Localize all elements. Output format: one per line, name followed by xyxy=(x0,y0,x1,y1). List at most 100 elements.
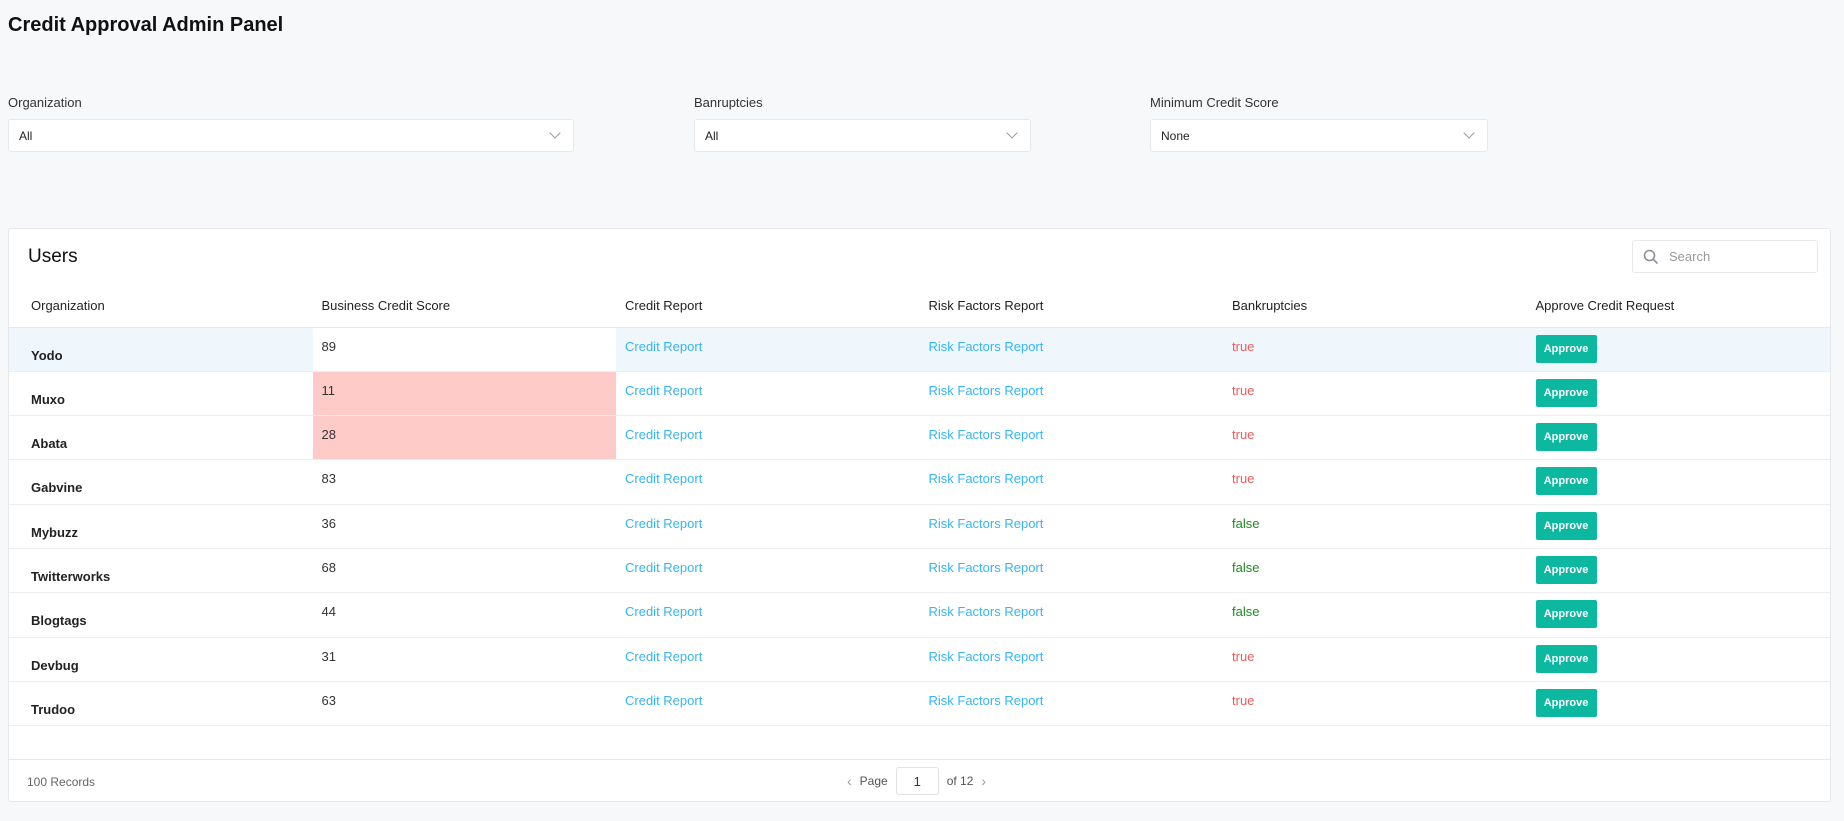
credit-report-cell: Credit Report xyxy=(616,637,920,682)
search-input[interactable] xyxy=(1669,249,1799,264)
credit-report-cell: Credit Report xyxy=(616,415,920,461)
search-icon xyxy=(1643,249,1659,264)
credit-report-cell: Credit Report xyxy=(616,592,920,638)
risk-factors-report-link[interactable]: Risk Factors Report xyxy=(928,471,1044,487)
chevron-down-icon xyxy=(1006,127,1018,139)
organization-cell: Gabvine xyxy=(9,459,313,505)
organization-cell: Abata xyxy=(9,415,313,461)
filter-label: Organization xyxy=(8,95,82,110)
credit-report-link[interactable]: Credit Report xyxy=(625,338,703,354)
organization-cell: Twitterworks xyxy=(9,548,313,594)
credit-report-link[interactable]: Credit Report xyxy=(625,515,703,531)
approve-cell: Approve xyxy=(1526,681,1830,727)
card-title: Users xyxy=(28,246,78,267)
bankruptcies-cell: false xyxy=(1223,592,1527,638)
page-title: Credit Approval Admin Panel xyxy=(8,14,284,36)
risk-factors-report-link[interactable]: Risk Factors Report xyxy=(928,559,1044,575)
bankruptcies-cell: true xyxy=(1223,637,1527,682)
credit-report-link[interactable]: Credit Report xyxy=(625,559,703,575)
table-row: Trudoo 63 Credit Report Risk Factors Rep… xyxy=(9,681,1830,727)
organization-select[interactable]: All xyxy=(8,119,574,152)
risk-factors-report-link[interactable]: Risk Factors Report xyxy=(928,382,1044,398)
approve-cell: Approve xyxy=(1526,592,1830,638)
page-label: Page xyxy=(859,774,888,788)
approve-button[interactable]: Approve xyxy=(1535,334,1597,363)
approve-button[interactable]: Approve xyxy=(1535,378,1597,407)
credit-score-cell: 83 xyxy=(312,459,616,505)
approve-button[interactable]: Approve xyxy=(1535,555,1597,584)
credit-report-cell: Credit Report xyxy=(616,681,920,727)
risk-report-cell: Risk Factors Report xyxy=(919,459,1223,505)
risk-factors-report-link[interactable]: Risk Factors Report xyxy=(928,648,1044,664)
organization-cell: Mybuzz xyxy=(9,504,313,549)
approve-cell: Approve xyxy=(1526,327,1830,372)
bankruptcies-cell: true xyxy=(1223,327,1527,372)
risk-factors-report-link[interactable]: Risk Factors Report xyxy=(928,515,1044,531)
approve-cell: Approve xyxy=(1526,415,1830,461)
approve-button[interactable]: Approve xyxy=(1535,423,1597,452)
risk-factors-report-link[interactable]: Risk Factors Report xyxy=(928,692,1044,708)
bankruptcies-select[interactable]: All xyxy=(694,119,1031,152)
column-header: Credit Report xyxy=(616,284,920,328)
approve-button[interactable]: Approve xyxy=(1535,644,1597,673)
credit-report-link[interactable]: Credit Report xyxy=(625,427,703,443)
column-header: Business Credit Score xyxy=(312,284,616,328)
filter-label: Minimum Credit Score xyxy=(1150,95,1279,110)
credit-report-link[interactable]: Credit Report xyxy=(625,382,703,398)
risk-report-cell: Risk Factors Report xyxy=(919,415,1223,461)
table-row: Gabvine 83 Credit Report Risk Factors Re… xyxy=(9,459,1830,505)
risk-report-cell: Risk Factors Report xyxy=(919,637,1223,682)
page-input[interactable] xyxy=(895,767,939,795)
credit-score-cell: 28 xyxy=(312,415,616,461)
table-row: Muxo 11 Credit Report Risk Factors Repor… xyxy=(9,371,1830,417)
column-header: Risk Factors Report xyxy=(919,284,1223,328)
approve-button[interactable]: Approve xyxy=(1535,467,1597,496)
table-row: Blogtags 44 Credit Report Risk Factors R… xyxy=(9,592,1830,638)
credit-score-cell: 31 xyxy=(312,637,616,682)
chevron-left-icon[interactable]: ‹ xyxy=(847,773,852,789)
column-header: Organization xyxy=(9,284,313,328)
records-count: 100 Records xyxy=(27,775,96,789)
bankruptcies-cell: false xyxy=(1223,504,1527,549)
credit-report-link[interactable]: Credit Report xyxy=(625,648,703,664)
risk-report-cell: Risk Factors Report xyxy=(919,592,1223,638)
credit-report-link[interactable]: Credit Report xyxy=(625,604,703,620)
credit-report-cell: Credit Report xyxy=(616,459,920,505)
approve-button[interactable]: Approve xyxy=(1535,600,1597,629)
credit-score-cell: 89 xyxy=(312,327,616,372)
select-value: None xyxy=(1161,128,1190,143)
credit-report-cell: Credit Report xyxy=(616,371,920,417)
approve-cell: Approve xyxy=(1526,548,1830,594)
filter-label: Banruptcies xyxy=(694,95,763,110)
bankruptcies-cell: true xyxy=(1223,415,1527,461)
credit-score-cell: 11 xyxy=(312,371,616,417)
search-box[interactable] xyxy=(1632,240,1818,273)
approve-button[interactable]: Approve xyxy=(1535,511,1597,540)
bankruptcies-cell: true xyxy=(1223,681,1527,727)
approve-cell: Approve xyxy=(1526,371,1830,417)
organization-filter: Organization All xyxy=(8,95,574,152)
table-row: Devbug 31 Credit Report Risk Factors Rep… xyxy=(9,637,1830,682)
min-credit-score-select[interactable]: None xyxy=(1150,119,1488,152)
credit-report-link[interactable]: Credit Report xyxy=(625,471,703,487)
chevron-right-icon[interactable]: › xyxy=(981,773,987,789)
table-footer: 100 Records ‹ Page of 12 › xyxy=(9,759,1830,802)
credit-score-cell: 44 xyxy=(312,592,616,638)
risk-factors-report-link[interactable]: Risk Factors Report xyxy=(928,427,1044,443)
risk-factors-report-link[interactable]: Risk Factors Report xyxy=(928,338,1044,354)
credit-report-cell: Credit Report xyxy=(616,504,920,549)
credit-report-link[interactable]: Credit Report xyxy=(625,692,703,708)
min-credit-score-filter: Minimum Credit Score None xyxy=(1150,95,1488,152)
approve-cell: Approve xyxy=(1526,504,1830,549)
credit-score-cell: 68 xyxy=(312,548,616,594)
chevron-down-icon xyxy=(1463,127,1475,139)
organization-cell: Trudoo xyxy=(9,681,313,727)
bankruptcies-filter: Banruptcies All xyxy=(694,95,1031,152)
column-header: Approve Credit Request xyxy=(1526,284,1830,328)
risk-report-cell: Risk Factors Report xyxy=(919,548,1223,594)
approve-button[interactable]: Approve xyxy=(1535,688,1597,717)
organization-cell: Muxo xyxy=(9,371,313,417)
risk-factors-report-link[interactable]: Risk Factors Report xyxy=(928,604,1044,620)
select-value: All xyxy=(19,128,33,143)
